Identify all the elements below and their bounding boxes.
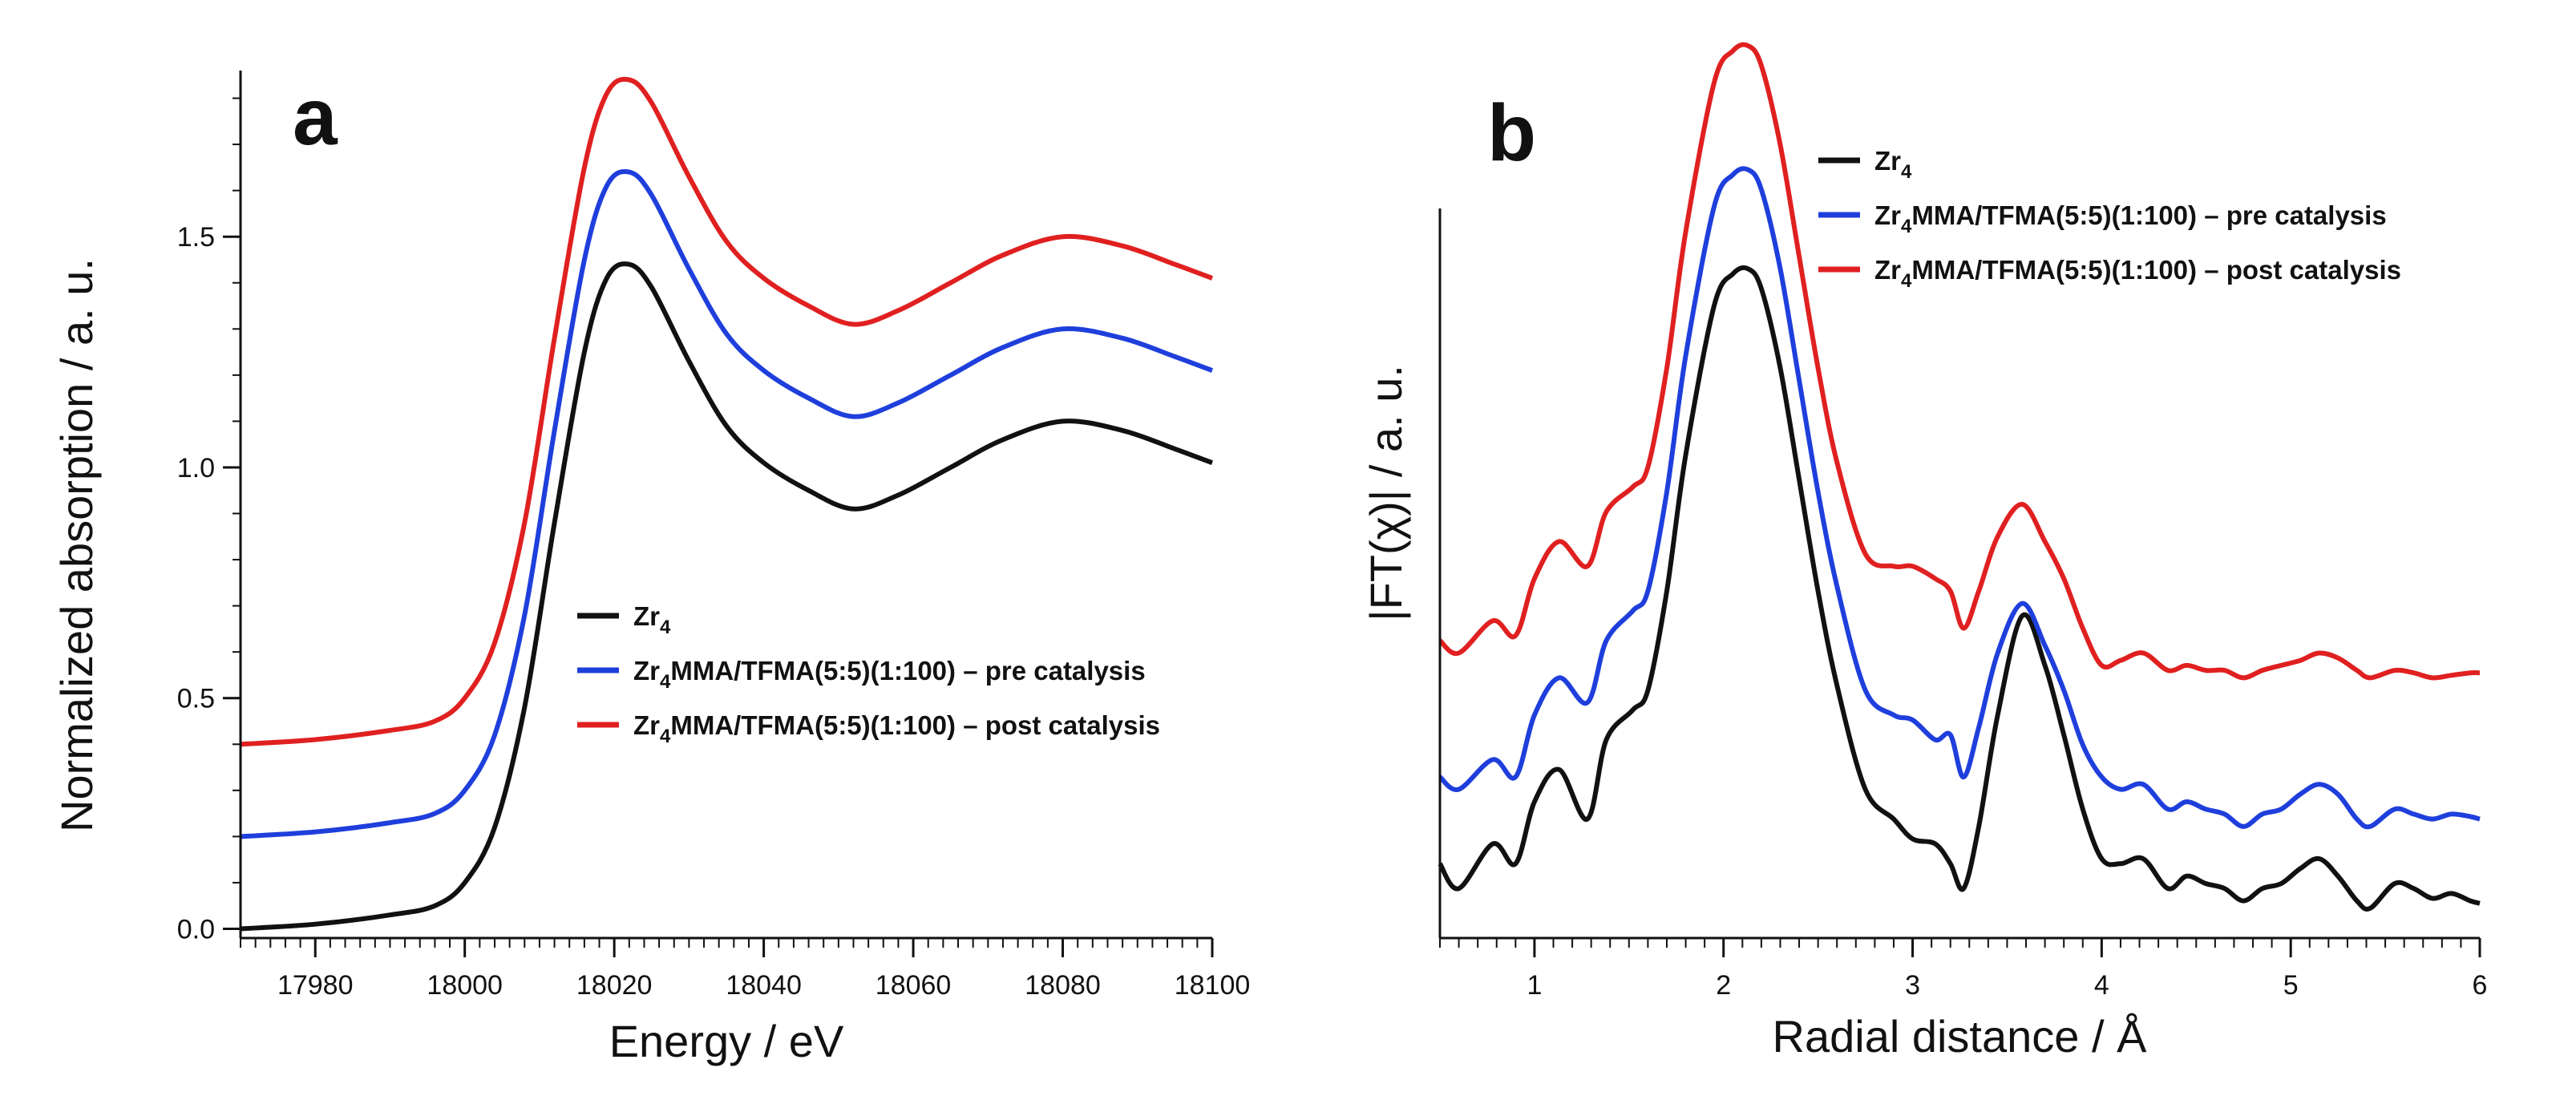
panel-b-series-1-line — [1438, 166, 2481, 830]
panel-a-series-0-line — [240, 261, 1214, 932]
panel-b-ticks: 1 2 3 4 5 6 — [1439, 938, 2488, 1001]
panel-b-legend-label-0: Zr4 — [1874, 146, 1912, 183]
panel-a-letter: a — [293, 72, 338, 162]
panel-a-y-title: Normalized absorption / a. u. — [51, 258, 102, 832]
panel-b-x-title: Radial distance / Å — [1773, 1011, 2148, 1062]
panel-a-x-tick-label-4: 18060 — [876, 970, 952, 1001]
panel-a-x-tick-label-1: 18000 — [427, 970, 503, 1001]
panel-b-x-tick-label-1: 2 — [1716, 970, 1731, 1001]
panel-b: b 1 2 3 4 5 6 Radial distance / Å |FT(χ)| / a… — [1361, 42, 2488, 1062]
panel-a-y-tick-label-0: 0.0 — [177, 914, 215, 944]
panel-b-y-title: |FT(χ)| / a. u. — [1361, 365, 1411, 621]
panel-b-series-lines — [1438, 42, 2481, 912]
panel-a-y-tick-label-1: 0.5 — [177, 684, 215, 714]
panel-b-legend: Zr4 Zr4MMA/TFMA(5:5)(1:100) – pre catalys… — [1818, 146, 2401, 292]
panel-a-x-tick-label-0: 17980 — [277, 970, 354, 1001]
panel-b-x-tick-label-2: 3 — [1905, 970, 1920, 1001]
panel-a-x-tick-label-5: 18080 — [1025, 970, 1101, 1001]
panel-b-legend-label-2: Zr4MMA/TFMA(5:5)(1:100) – post catalysis — [1874, 255, 2401, 292]
panel-b-series-2-line — [1438, 42, 2481, 681]
panel-a-x-tick-label-2: 18020 — [576, 970, 653, 1001]
panel-a-legend-label-2: Zr4MMA/TFMA(5:5)(1:100) – post catalysis — [633, 710, 1160, 747]
panel-a-series-lines — [240, 76, 1214, 932]
panel-b-x-tick-label-3: 4 — [2094, 970, 2109, 1001]
panel-b-series-0-line — [1438, 265, 2481, 912]
panel-b-legend-label-1: Zr4MMA/TFMA(5:5)(1:100) – pre catalysis — [1874, 200, 2387, 237]
panel-b-x-tick-label-0: 1 — [1527, 970, 1542, 1001]
panel-a-legend-label-1: Zr4MMA/TFMA(5:5)(1:100) – pre catalysis — [633, 656, 1146, 693]
panel-a-x-title: Energy / eV — [609, 1016, 844, 1066]
panel-a-series-1-line — [240, 168, 1214, 839]
panel-a-legend: Zr4 Zr4MMA/TFMA(5:5)(1:100) – pre catalys… — [577, 601, 1160, 747]
panel-b-x-tick-label-4: 5 — [2283, 970, 2299, 1001]
panel-b-x-tick-label-5: 6 — [2473, 970, 2488, 1001]
panel-a-y-tick-label-2: 1.0 — [177, 453, 215, 483]
panel-a-ticks: 17980 18000 18020 18040 18060 18080 18100 0.0 0.… — [177, 97, 1251, 1001]
panel-a-x-tick-label-6: 18100 — [1175, 970, 1251, 1001]
panel-a: a 17980 18000 18020 18040 18060 18080 18100 0.0… — [51, 71, 1250, 1066]
panel-a-y-tick-label-3: 1.5 — [177, 222, 215, 253]
panel-a-x-tick-label-3: 18040 — [726, 970, 802, 1001]
panel-b-letter: b — [1487, 88, 1536, 178]
panel-a-series-2-line — [240, 76, 1214, 747]
panel-a-legend-label-0: Zr4 — [633, 601, 671, 638]
